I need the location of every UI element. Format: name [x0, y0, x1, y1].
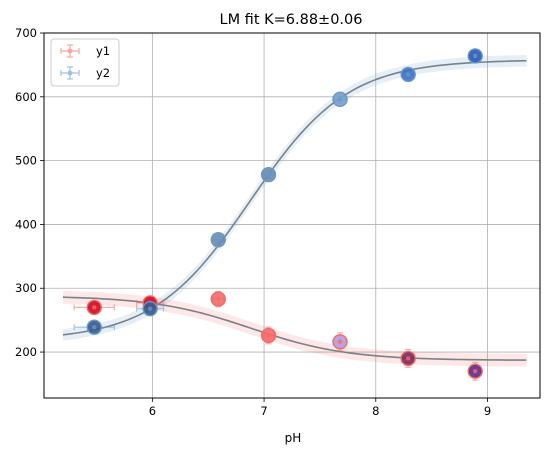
data-points [86, 48, 483, 379]
y-tick-label: 500 [15, 154, 37, 168]
data-point-center-y1 [473, 368, 478, 374]
y-tick-label: 700 [15, 26, 37, 40]
plot-frame [43, 32, 541, 399]
data-point-center-y2 [405, 72, 411, 77]
data-point-center-y1 [405, 356, 411, 361]
data-point-center-y1 [337, 339, 343, 345]
y-tick-label: 400 [15, 217, 37, 231]
x-tick-label: 8 [372, 404, 379, 418]
fit-band-y1 [62, 290, 527, 367]
data-point-center-y1 [266, 333, 271, 338]
data-point-center-y2 [266, 172, 271, 177]
data-point-center-y2 [216, 237, 221, 242]
data-point-center-y2 [337, 97, 343, 102]
legend-marker-y2 [60, 66, 80, 80]
fit-line-y2 [62, 59, 527, 336]
y-tick-label: 200 [15, 345, 37, 359]
data-point-center-y1 [216, 296, 221, 302]
legend-dot [67, 70, 73, 76]
legend-dot [67, 48, 73, 54]
y-tick-label: 600 [15, 90, 37, 104]
legend-label-y1: y1 [96, 44, 110, 58]
chart-title: LM fit K=6.88±0.06 [219, 12, 362, 28]
x-tick-label: 6 [149, 404, 156, 418]
fit-line-y1 [62, 296, 527, 361]
legend-label-y2: y2 [96, 66, 110, 80]
x-tick-label: 9 [484, 404, 491, 418]
x-axis-label: pH [285, 431, 302, 445]
legend: y1 y2 [50, 38, 120, 87]
legend-marker-y1 [60, 44, 80, 58]
data-point-center-y2 [92, 324, 97, 330]
axis-ticks: 6 7 8 9 200 300 400 500 600 700 [15, 26, 491, 418]
data-point-center-y2 [473, 53, 478, 59]
data-point-center-y1 [92, 305, 97, 310]
y-tick-label: 300 [15, 281, 37, 295]
data-point-center-y2 [147, 306, 153, 311]
x-tick-label: 7 [260, 404, 267, 418]
fit-curves [62, 55, 527, 367]
